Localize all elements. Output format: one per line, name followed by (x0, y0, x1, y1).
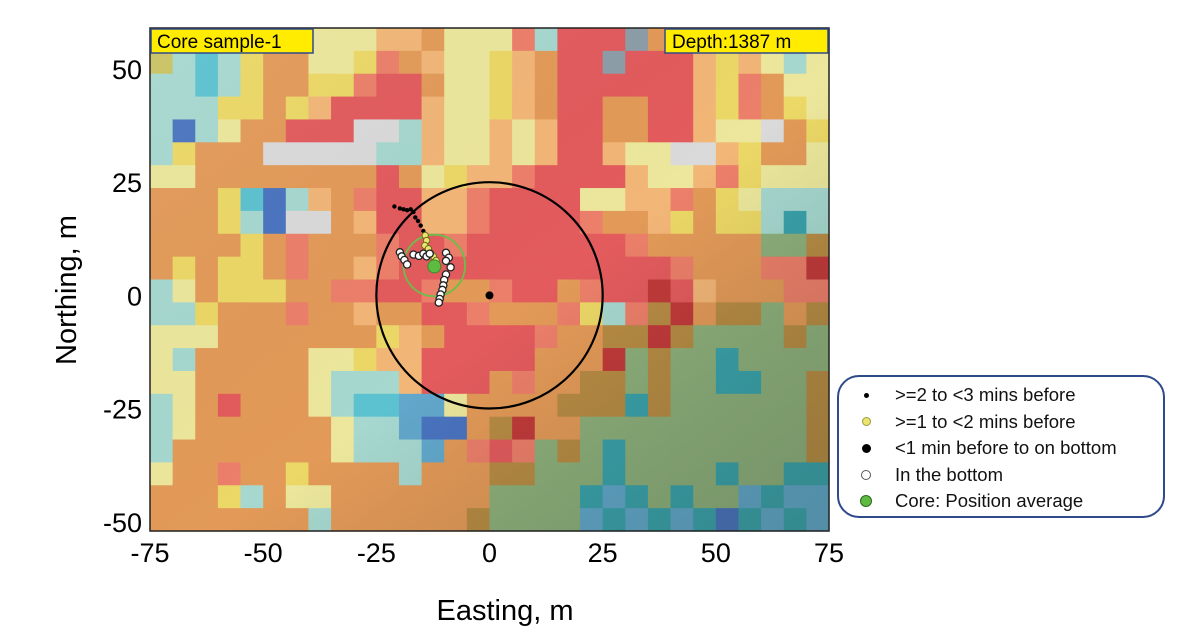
legend-label: <1 min before to on bottom (895, 437, 1117, 459)
small-black-dot-point (411, 209, 416, 215)
white-dot-point (434, 298, 444, 307)
green-dot-icon (860, 495, 872, 508)
search-radius-circle (375, 181, 604, 410)
legend-label: >=1 to <2 mins before (895, 410, 1076, 432)
depth-tag: Depth:1387 m (672, 32, 791, 53)
legend-label: Core: Position average (895, 490, 1084, 512)
legend-entry: In the bottom (853, 462, 1163, 489)
legend-label: In the bottom (895, 463, 1003, 485)
small-black-dot-point (401, 207, 406, 212)
x-axis-title: Easting, m (437, 595, 574, 627)
x-tick-label: -50 (244, 538, 283, 568)
sample-tag-box (150, 28, 314, 54)
white-dot-point (446, 263, 455, 272)
y-tick-label: -50 (103, 508, 142, 538)
white-dot-point (425, 249, 434, 258)
small-black-dot-point (418, 223, 423, 228)
y-axis-title: Northing, m (51, 215, 83, 365)
white-dot-point (402, 260, 412, 269)
white-dot-icon (861, 469, 871, 480)
y-tick-label: 25 (112, 168, 142, 198)
green-dot-point (427, 259, 442, 274)
x-tick-label: -25 (357, 538, 396, 568)
y-tick-label: 0 (127, 281, 142, 311)
black-dot-point (485, 291, 494, 300)
x-tick-label: 25 (588, 538, 618, 568)
sample-tag: Core sample-1 (157, 32, 282, 53)
legend-entry: >=1 to <2 mins before (853, 409, 1163, 436)
small-black-dot-point (408, 207, 413, 212)
y-ticks: 50 25 0 -25 -50 (103, 55, 142, 538)
small-black-dot-point (404, 208, 410, 213)
y-tick-label: -25 (103, 395, 142, 425)
legend-label: >=2 to <3 mins before (895, 384, 1076, 406)
legend: >=2 to <3 mins before >=1 to <2 mins bef… (837, 375, 1165, 518)
white-dot-point (441, 256, 451, 266)
legend-entry: <1 min before to on bottom (853, 435, 1163, 462)
small-black-dot-point (415, 218, 421, 224)
legend-entry: Core: Position average (853, 488, 1163, 515)
heatmap-shading (150, 28, 829, 531)
x-tick-label: 0 (482, 538, 497, 568)
plot-frame (149, 27, 830, 532)
small-black-dot-point (397, 206, 403, 211)
small-black-dot-point (392, 204, 397, 209)
small-black-dot-icon (863, 392, 869, 398)
depth-tag-box (664, 28, 829, 54)
points-layer (392, 204, 494, 307)
legend-entry: >=2 to <3 mins before (853, 382, 1163, 409)
x-ticks: -75 -50 -25 0 25 50 75 (130, 538, 844, 568)
x-tick-label: 50 (701, 538, 731, 568)
x-tick-label: -75 (130, 538, 169, 568)
black-dot-icon (861, 443, 871, 453)
y-tick-label: 50 (112, 55, 142, 85)
yellow-dot-icon (861, 417, 871, 427)
small-black-dot-point (413, 215, 418, 220)
x-tick-label: 75 (814, 538, 844, 568)
